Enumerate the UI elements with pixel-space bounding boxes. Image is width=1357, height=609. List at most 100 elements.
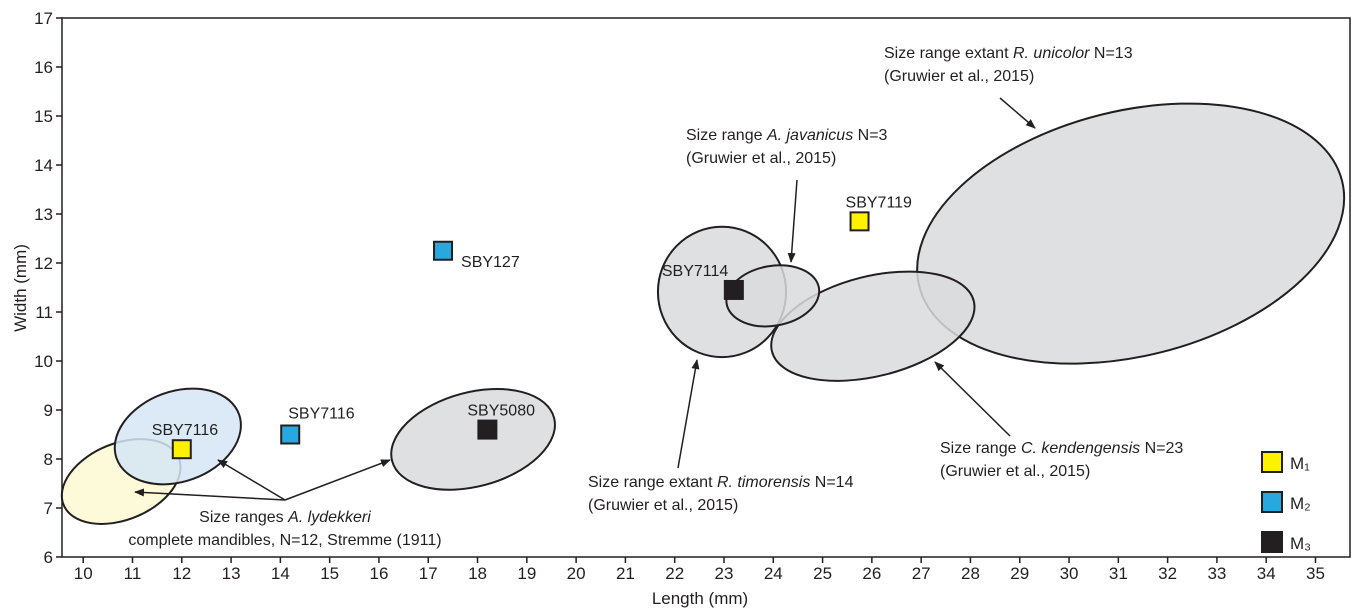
x-tick-label: 33 [1207,564,1226,583]
point-label: SBY127 [461,254,520,271]
annotation-part: (Gruwier et al., 2015) [686,150,836,167]
point-label: SBY7116 [288,406,355,423]
y-tick-label: 17 [34,9,53,28]
x-tick-label: 17 [419,564,438,583]
arrow [787,179,798,263]
annotation-part: N=14 [810,474,853,491]
annotation-part: N=3 [853,127,887,144]
x-tick-label: 18 [468,564,487,583]
annotation-part: N=13 [1089,45,1132,62]
y-tick-label: 9 [44,401,53,420]
arrow [284,459,391,501]
x-tick-label: 27 [912,564,931,583]
y-tick-label: 15 [34,107,53,126]
x-tick-label: 24 [764,564,783,583]
x-tick-label: 32 [1158,564,1177,583]
x-tick-label: 23 [715,564,734,583]
legend-swatch [1261,491,1283,513]
point-label: SBY7116 [152,422,219,439]
point-label: SBY5080 [467,403,535,420]
y-tick-label: 8 [44,450,53,469]
annotation-part: (Gruwier et al., 2015) [884,68,1034,85]
point [723,279,744,300]
annotation: Size range A. javanicus N=3 [686,127,888,144]
x-tick-label: 15 [320,564,339,583]
size-range [113,387,242,486]
y-tick-label: 10 [34,352,53,371]
annotation-part: Size range extant [884,45,1013,62]
size-range [916,102,1346,365]
annotation-part: R. timorensis [717,474,810,491]
point [477,419,498,440]
arrow [934,361,1011,437]
legend-swatch [1261,531,1283,553]
plot-frame [61,17,1351,558]
legend-swatch [1261,451,1283,473]
y-tick-label: 16 [34,58,53,77]
annotation-part: complete mandibles, N=12, Stremme (1911) [128,532,441,549]
size-range [770,270,976,382]
legend-label: M₂ [1290,494,1311,513]
x-tick-label: 20 [567,564,586,583]
annotation: (Gruwier et al., 2015) [884,68,1034,85]
annotation-part: Size range extant [588,474,717,491]
annotation-part: Size range [940,440,1021,457]
point [849,211,870,232]
annotation-part: (Gruwier et al., 2015) [588,497,738,514]
x-tick-label: 16 [369,564,388,583]
annotation-part: C. kendengensis [1021,440,1140,457]
y-tick-label: 6 [44,548,53,567]
y-axis-label: Width (mm) [11,244,30,332]
legend-label: M₃ [1290,534,1311,553]
y-tick-label: 11 [35,303,53,322]
y-tick-label: 13 [34,205,53,224]
size-range [725,264,821,328]
legend-label: M₁ [1290,454,1310,473]
point [280,424,301,445]
annotation-part: (Gruwier et al., 2015) [940,463,1090,480]
point-label: SBY7119 [846,194,913,211]
x-tick-label: 30 [1060,564,1079,583]
point [171,439,192,460]
x-tick-label: 25 [813,564,832,583]
annotation: (Gruwier et al., 2015) [588,497,738,514]
annotation-part: N=23 [1140,440,1183,457]
arrow [677,359,700,469]
arrow [999,97,1036,129]
annotation-part: Size ranges [199,509,288,526]
annotation: Size range extant R. unicolor N=13 [884,45,1133,62]
annotation: Size range extant R. timorensis N=14 [588,474,854,491]
point [433,240,454,261]
annotation: Size ranges A. lydekkeri [199,509,371,526]
annotation: (Gruwier et al., 2015) [686,150,836,167]
annotation-part: A. javanicus [766,127,853,144]
x-tick-label: 14 [271,564,290,583]
x-tick-label: 35 [1306,564,1325,583]
annotation: Size range C. kendengensis N=23 [940,440,1183,457]
annotation: complete mandibles, N=12, Stremme (1911) [128,532,441,549]
x-tick-label: 21 [616,564,635,583]
x-tick-label: 10 [74,564,93,583]
point-label: SBY7114 [662,263,729,280]
x-axis-label: Length (mm) [652,589,748,608]
y-tick-label: 7 [44,499,53,518]
x-tick-label: 31 [1109,564,1128,583]
x-tick-label: 22 [665,564,684,583]
x-tick-label: 13 [222,564,241,583]
x-tick-label: 12 [172,564,191,583]
x-tick-label: 34 [1257,564,1276,583]
annotation-part: R. unicolor [1013,45,1090,62]
x-tick-label: 29 [1010,564,1029,583]
annotation-part: A. lydekkeri [287,509,371,526]
size-range [390,388,556,491]
y-tick-label: 12 [34,254,53,273]
annotation: (Gruwier et al., 2015) [940,463,1090,480]
y-tick-label: 14 [34,156,53,175]
annotation-part: Size range [686,127,767,144]
x-tick-label: 11 [124,564,142,583]
x-tick-label: 28 [961,564,980,583]
x-tick-label: 19 [517,564,536,583]
arrow [217,459,286,501]
x-tick-label: 26 [862,564,881,583]
